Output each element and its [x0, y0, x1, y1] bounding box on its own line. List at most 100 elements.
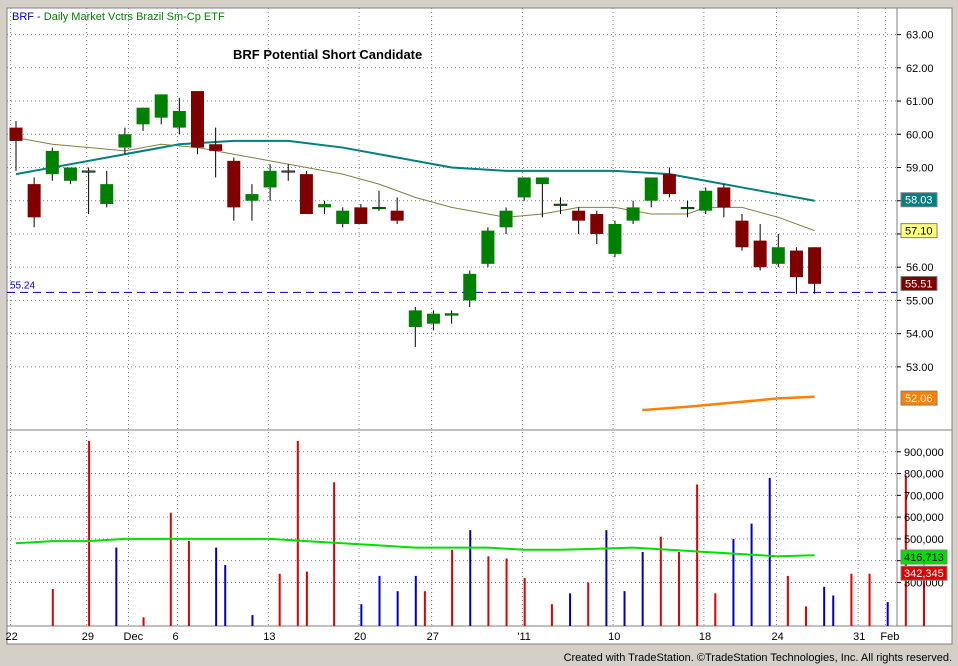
candle-body	[789, 250, 803, 278]
support-line-label: 55.24	[10, 280, 35, 291]
volume-bar	[923, 573, 925, 626]
volume-last-badge	[900, 549, 948, 565]
candle-body	[572, 210, 586, 221]
orange-indicator-line	[642, 395, 815, 412]
volume-bar	[187, 541, 190, 626]
x-tick-label: 24	[771, 631, 783, 643]
candle-body	[408, 310, 422, 327]
price-tick-label: 61.00	[906, 96, 934, 108]
candle-body	[390, 210, 404, 221]
volume-bar	[251, 615, 254, 626]
candle-body	[45, 150, 59, 175]
volume-bar	[505, 558, 508, 626]
volume-bar	[587, 582, 590, 626]
candle-body	[590, 214, 604, 234]
volume-tick-label: 500,000	[904, 534, 944, 546]
volume-bar	[305, 571, 308, 626]
candle-body	[136, 107, 150, 125]
last-value-badge	[900, 192, 938, 208]
volume-bar	[550, 604, 553, 626]
volume-bar	[823, 586, 826, 626]
candle-body	[100, 184, 114, 205]
candle-body	[699, 190, 713, 211]
candle-body	[717, 187, 731, 208]
volume-bar	[605, 530, 608, 626]
x-tick-label: '11	[517, 631, 531, 643]
candle-body	[499, 210, 513, 228]
volume-bar	[868, 573, 871, 626]
volume-bar	[569, 593, 572, 626]
volume-bar	[487, 556, 490, 626]
volume-bar	[378, 575, 381, 626]
volume-bar	[169, 512, 172, 626]
volume-last-badge	[900, 565, 948, 581]
candle-body	[553, 203, 568, 206]
x-tick-label: Dec	[124, 631, 144, 643]
volume-bar	[423, 591, 426, 626]
candle-body	[735, 220, 749, 248]
price-tick-label: 63.00	[906, 30, 934, 42]
svg-text:BRF - Daily Market Vctrs Braz: BRF - Daily Market Vctrs Brazil Sm-Cp ET…	[12, 11, 225, 23]
x-tick-label: 6	[173, 631, 179, 643]
candle-body	[118, 134, 132, 148]
candle-body	[608, 223, 622, 254]
last-value-text: 55.51	[905, 278, 933, 290]
candle-body	[172, 111, 186, 128]
volume-bar	[886, 602, 889, 626]
fast-moving-average-line	[15, 137, 815, 232]
candle-body	[481, 230, 495, 264]
last-value-text: 52.06	[905, 393, 933, 405]
x-tick-label: 22	[6, 631, 18, 643]
volume-bar	[677, 551, 680, 626]
candle-body	[662, 174, 676, 195]
volume-bar	[659, 536, 662, 626]
volume-bar	[333, 482, 336, 626]
volume-bar	[396, 591, 399, 626]
last-value-text: 57.10	[905, 226, 933, 238]
volume-bar	[142, 617, 145, 626]
price-tick-label: 54.00	[906, 329, 934, 341]
candle-body	[336, 210, 350, 224]
last-value-badge	[900, 390, 938, 406]
volume-bar	[786, 575, 789, 626]
candle-body	[81, 170, 96, 173]
volume-bar	[224, 565, 227, 626]
price-tick-label: 55.00	[906, 295, 934, 307]
candle-body	[644, 177, 658, 201]
volume-average-line	[15, 537, 815, 558]
volume-tick-label: 800,000	[904, 469, 944, 481]
x-tick-label: 20	[354, 631, 366, 643]
x-tick-label: 27	[427, 631, 439, 643]
volume-bar	[51, 588, 54, 626]
last-value-badge	[900, 223, 938, 239]
candle-body	[354, 207, 368, 224]
volume-bar	[296, 440, 299, 626]
volume-bar	[623, 591, 626, 626]
volume-bar	[215, 547, 218, 626]
candle-body	[753, 240, 767, 268]
candle-body	[263, 170, 277, 188]
candle-body	[209, 144, 223, 151]
volume-bar	[414, 575, 417, 626]
price-chart[interactable]: 55.24 63.0062.0061.0060.0059.0058.0057.0…	[0, 0, 958, 652]
volume-bar	[360, 604, 363, 626]
footer-credit: Created with TradeStation. ©TradeStation…	[563, 652, 952, 664]
candle-body	[281, 170, 295, 173]
price-tick-label: 62.00	[906, 63, 934, 75]
volume-tick-label: 700,000	[904, 490, 944, 502]
volume-bar	[115, 547, 118, 626]
price-tick-label: 56.00	[906, 262, 934, 274]
candle-body	[299, 174, 313, 215]
symbol-label: BRF	[12, 11, 34, 23]
candle-body	[154, 94, 168, 118]
volume-bar	[805, 606, 808, 626]
chart-annotation: BRF Potential Short Candidate	[233, 47, 422, 62]
price-tick-label: 53.00	[906, 362, 934, 374]
volume-tick-label: 600,000	[904, 512, 944, 524]
candle-body	[245, 194, 259, 201]
x-tick-label: 13	[263, 631, 275, 643]
candle-body	[9, 127, 23, 141]
volume-bar	[641, 551, 644, 626]
x-tick-label: 18	[699, 631, 711, 643]
volume-bar	[768, 477, 771, 626]
